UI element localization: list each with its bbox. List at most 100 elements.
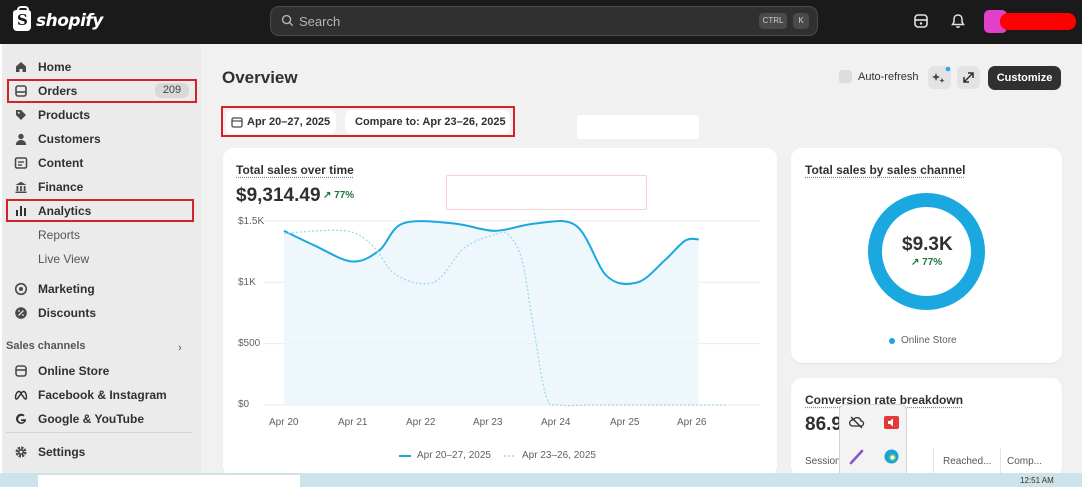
y-tick-label: $1K bbox=[238, 277, 256, 288]
edge-icon[interactable] bbox=[883, 448, 900, 465]
legend-dotted-swatch bbox=[504, 454, 516, 457]
redacted-store-name bbox=[1000, 13, 1076, 30]
auto-refresh-label: Auto-refresh bbox=[858, 70, 919, 83]
column-divider bbox=[1000, 448, 1001, 473]
x-tick-label: Apr 22 bbox=[406, 417, 436, 428]
legend-solid-swatch bbox=[399, 454, 411, 457]
y-tick-label: $1.5K bbox=[238, 216, 265, 227]
sidebar-item-label: Google & YouTube bbox=[38, 412, 144, 426]
auto-refresh-toggle[interactable]: Auto-refresh bbox=[839, 70, 919, 83]
chevron-right-icon[interactable]: › bbox=[178, 342, 182, 354]
sidebar-item-orders[interactable]: Orders bbox=[14, 80, 77, 102]
legend-previous[interactable]: Apr 23–26, 2025 bbox=[504, 450, 596, 461]
sidebar-item-label: Facebook & Instagram bbox=[38, 388, 167, 402]
sidebar-item-google-youtube[interactable]: Google & YouTube bbox=[14, 408, 144, 430]
logo-text: shopify bbox=[36, 10, 103, 31]
sidebar-item-facebook-instagram[interactable]: Facebook & Instagram bbox=[14, 384, 167, 406]
redacted-box bbox=[446, 175, 647, 210]
series-line-previous[interactable] bbox=[283, 229, 726, 407]
sidebar-item-label: Home bbox=[38, 60, 72, 74]
shopify-logo[interactable]: S shopify bbox=[13, 6, 103, 31]
speaker-app-icon[interactable] bbox=[883, 414, 900, 431]
customize-button[interactable]: Customize bbox=[988, 66, 1061, 90]
total-sales-delta-value: 77% bbox=[334, 190, 355, 201]
channel-donut-chart bbox=[868, 193, 985, 310]
conversion-title[interactable]: Conversion rate breakdown bbox=[805, 393, 964, 407]
series-area-fill bbox=[284, 220, 699, 405]
google-icon bbox=[16, 413, 27, 424]
legend-previous-label: Apr 23–26, 2025 bbox=[522, 450, 596, 461]
sidebar bbox=[0, 44, 201, 487]
sidebar-item-label: Orders bbox=[38, 84, 78, 98]
sidebar-item-home[interactable]: Home bbox=[14, 56, 71, 78]
x-tick-label: Apr 20 bbox=[269, 417, 299, 428]
sparkle-button[interactable] bbox=[928, 66, 951, 89]
discount-icon bbox=[15, 307, 27, 319]
sidebar-item-label: Analytics bbox=[38, 204, 92, 218]
redacted-box bbox=[577, 115, 699, 139]
sidebar-item-online-store[interactable]: Online Store bbox=[14, 360, 109, 382]
expand-icon bbox=[963, 72, 974, 83]
store-icon bbox=[15, 365, 27, 377]
sidebar-item-label: Settings bbox=[38, 445, 86, 459]
shortcut-ctrl: CTRL bbox=[759, 13, 787, 29]
shortcut-k: K bbox=[793, 13, 809, 29]
sales-by-channel-title[interactable]: Total sales by sales channel bbox=[805, 163, 966, 177]
taskbar: 12:51 AM bbox=[0, 473, 1082, 487]
sidebar-item-label: Products bbox=[38, 108, 91, 122]
x-tick-label: Apr 21 bbox=[338, 417, 368, 428]
x-tick-label: Apr 25 bbox=[610, 417, 640, 428]
sidebar-item-settings[interactable]: Settings bbox=[14, 441, 85, 463]
legend-current[interactable]: Apr 20–27, 2025 bbox=[399, 450, 491, 461]
fullscreen-button[interactable] bbox=[957, 66, 980, 89]
sidebar-item-content[interactable]: Content bbox=[14, 152, 83, 174]
channel-legend-label: Online Store bbox=[901, 335, 957, 346]
search-icon bbox=[281, 14, 294, 27]
calendar-icon bbox=[231, 117, 243, 128]
home-icon bbox=[16, 62, 26, 72]
date-range-button[interactable]: Apr 20–27, 2025 bbox=[226, 110, 336, 134]
orders-count-badge: 209 bbox=[155, 83, 189, 98]
person-icon bbox=[15, 133, 27, 145]
sparkle-icon bbox=[932, 66, 951, 83]
date-filter-highlight-box bbox=[221, 106, 515, 137]
conversion-column-header: Reached... bbox=[943, 456, 992, 467]
orders-highlight-box bbox=[7, 79, 197, 103]
sidebar-item-marketing[interactable]: Marketing bbox=[14, 278, 95, 300]
bar-chart-icon bbox=[16, 206, 26, 216]
search-input[interactable]: Search CTRL K bbox=[270, 6, 818, 36]
legend-dot bbox=[889, 337, 895, 344]
y-tick-label: $0 bbox=[238, 399, 250, 410]
compare-date-button[interactable]: Compare to: Apr 23–26, 2025 bbox=[345, 110, 510, 134]
target-icon bbox=[14, 282, 28, 296]
taskbar-search[interactable] bbox=[38, 475, 300, 487]
bank-icon bbox=[15, 181, 27, 193]
sidebar-item-analytics[interactable]: Analytics bbox=[14, 200, 91, 222]
store-icon[interactable] bbox=[912, 12, 930, 30]
sidebar-item-finance[interactable]: Finance bbox=[14, 176, 83, 198]
total-sales-delta: ↗ 77% bbox=[323, 190, 355, 201]
total-sales-title[interactable]: Total sales over time bbox=[236, 163, 354, 177]
sidebar-item-label: Online Store bbox=[38, 364, 110, 378]
cloud-icon[interactable] bbox=[848, 414, 865, 431]
sidebar-item-products[interactable]: Products bbox=[14, 104, 90, 126]
sidebar-subitem-reports[interactable]: Reports bbox=[38, 228, 81, 242]
bell-icon[interactable] bbox=[949, 12, 967, 30]
meta-icon bbox=[14, 390, 28, 400]
channel-delta: ↗ 77% bbox=[911, 257, 943, 268]
sidebar-item-discounts[interactable]: Discounts bbox=[14, 302, 96, 324]
auto-refresh-checkbox[interactable] bbox=[839, 70, 852, 83]
y-tick-label: $500 bbox=[238, 338, 261, 349]
system-tray-popup bbox=[839, 404, 907, 479]
sidebar-item-customers[interactable]: Customers bbox=[14, 128, 101, 150]
sidebar-subitem-live-view[interactable]: Live View bbox=[38, 252, 90, 266]
taskbar-clock[interactable]: 12:51 AM bbox=[1020, 476, 1054, 485]
tag-icon bbox=[16, 110, 26, 120]
channel-delta-value: 77% bbox=[922, 257, 943, 268]
series-line-current[interactable] bbox=[283, 220, 699, 286]
sales-by-channel-card bbox=[791, 148, 1062, 363]
pen-icon[interactable] bbox=[848, 448, 865, 465]
sidebar-item-label: Customers bbox=[38, 132, 101, 146]
sidebar-divider bbox=[6, 432, 192, 433]
